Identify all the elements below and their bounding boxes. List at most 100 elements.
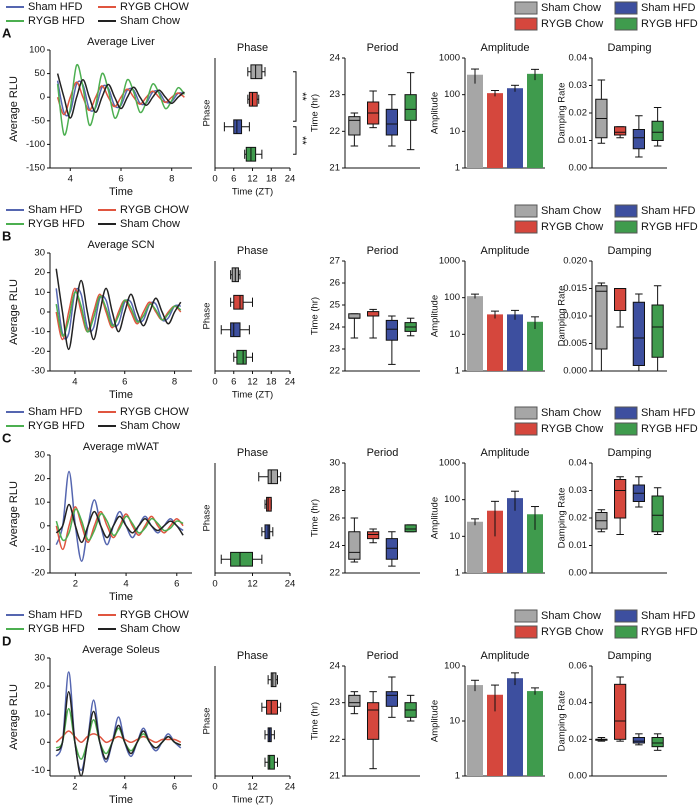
- line-series: [55, 671, 182, 772]
- box: [614, 288, 627, 311]
- y-tick-label: -30: [31, 366, 45, 377]
- bar: [527, 73, 543, 168]
- chart-title: Phase: [237, 650, 268, 662]
- y-tick-label: -50: [31, 115, 45, 126]
- line-series: [55, 291, 182, 337]
- box: [264, 524, 271, 540]
- legend-label: RYGB HFD: [641, 18, 698, 30]
- box: [250, 64, 263, 80]
- y-tick-label: 0.020: [563, 256, 587, 267]
- legend-label: RYGB CHOW: [120, 1, 189, 13]
- box: [385, 319, 398, 341]
- y-axis-label: Time (hr): [310, 702, 321, 740]
- bar: [507, 498, 523, 573]
- legend-label: Sham Chow: [120, 420, 180, 432]
- x-tick-label: 18: [266, 174, 277, 185]
- x-axis-label: Time (ZT): [232, 390, 273, 401]
- legend-label: Sham HFD: [28, 609, 82, 621]
- legend-swatch: [614, 17, 638, 31]
- x-tick-label: 24: [285, 579, 296, 590]
- box: [614, 479, 627, 519]
- y-axis-label: Amplitude: [430, 295, 441, 337]
- legend-label: Sham Chow: [120, 15, 180, 27]
- legend-label: Sham HFD: [28, 1, 82, 13]
- box: [595, 285, 608, 350]
- y-tick-label: 100: [444, 494, 460, 505]
- box: [404, 94, 417, 121]
- significance-label: **: [296, 92, 308, 101]
- legend-label: Sham Chow: [541, 407, 601, 419]
- box: [267, 469, 278, 485]
- y-tick-label: -20: [31, 568, 45, 579]
- y-tick-label: 10: [449, 329, 460, 340]
- box: [348, 313, 361, 319]
- chart-title: Amplitude: [481, 245, 530, 257]
- y-tick-label: 0: [40, 307, 45, 318]
- bar: [467, 685, 483, 776]
- box: [233, 119, 243, 135]
- line-series: [55, 287, 181, 340]
- y-tick-label: 10: [34, 709, 45, 720]
- bar: [507, 88, 523, 168]
- bar: [507, 314, 523, 371]
- x-tick-label: 6: [231, 377, 236, 388]
- legend-swatch: [514, 220, 538, 234]
- y-axis-label: Damping Rate: [557, 286, 568, 347]
- x-tick-label: 12: [247, 579, 258, 590]
- legend-label: RYGB HFD: [641, 626, 698, 638]
- y-tick-label: -10: [31, 765, 45, 776]
- y-tick-label: 1: [455, 771, 460, 782]
- x-axis-label: Time: [109, 591, 133, 603]
- y-tick-label: 24: [329, 661, 340, 672]
- chart-title: Amplitude: [481, 650, 530, 662]
- line-series: [55, 503, 184, 544]
- panel-letter: B: [2, 228, 11, 243]
- legend-swatch: [614, 625, 638, 639]
- box: [270, 672, 277, 688]
- y-tick-label: 24: [329, 540, 340, 551]
- chart-title: Period: [367, 245, 399, 257]
- box: [230, 322, 241, 338]
- y-tick-label: 23: [329, 89, 340, 100]
- box: [266, 496, 272, 512]
- chart-title: Damping: [607, 447, 651, 459]
- legend-label: RYGB Chow: [541, 423, 603, 435]
- line-series: [56, 73, 185, 119]
- y-tick-label: 22: [329, 568, 340, 579]
- line-series: [55, 690, 182, 777]
- y-tick-label: 0: [40, 520, 45, 531]
- chart-title: Amplitude: [481, 42, 530, 54]
- y-tick-label: 0.03: [569, 485, 588, 496]
- y-axis-label: Amplitude: [430, 700, 441, 742]
- y-tick-label: 22: [329, 734, 340, 745]
- y-axis-label: Phase: [202, 505, 213, 532]
- x-tick-label: 12: [247, 782, 258, 793]
- x-axis-label: Time (ZT): [232, 795, 273, 806]
- bar: [467, 296, 483, 371]
- y-tick-label: 26: [329, 278, 340, 289]
- x-tick-label: 0: [212, 377, 217, 388]
- y-tick-label: 26: [329, 513, 340, 524]
- bar: [487, 93, 503, 168]
- legend-label: RYGB HFD: [28, 623, 85, 635]
- y-axis-label: Damping Rate: [557, 488, 568, 549]
- legend-swatch: [514, 625, 538, 639]
- y-tick-label: 0: [40, 92, 45, 103]
- line-series: [56, 63, 185, 136]
- legend-label: Sham HFD: [641, 610, 695, 622]
- line-series: [56, 81, 185, 116]
- chart-title: Average Liver: [87, 36, 155, 48]
- box: [348, 116, 361, 136]
- y-axis-label: Time (hr): [310, 94, 321, 132]
- y-tick-label: 100: [29, 45, 45, 56]
- box: [651, 120, 664, 141]
- legend-swatch: [514, 17, 538, 31]
- y-tick-label: 0.04: [569, 458, 588, 469]
- x-axis-label: Time: [109, 389, 133, 401]
- significance-label: **: [296, 136, 308, 145]
- chart-title: Phase: [237, 42, 268, 54]
- y-axis-label: Phase: [202, 100, 213, 127]
- box: [632, 129, 645, 150]
- x-tick-label: 6: [172, 782, 177, 793]
